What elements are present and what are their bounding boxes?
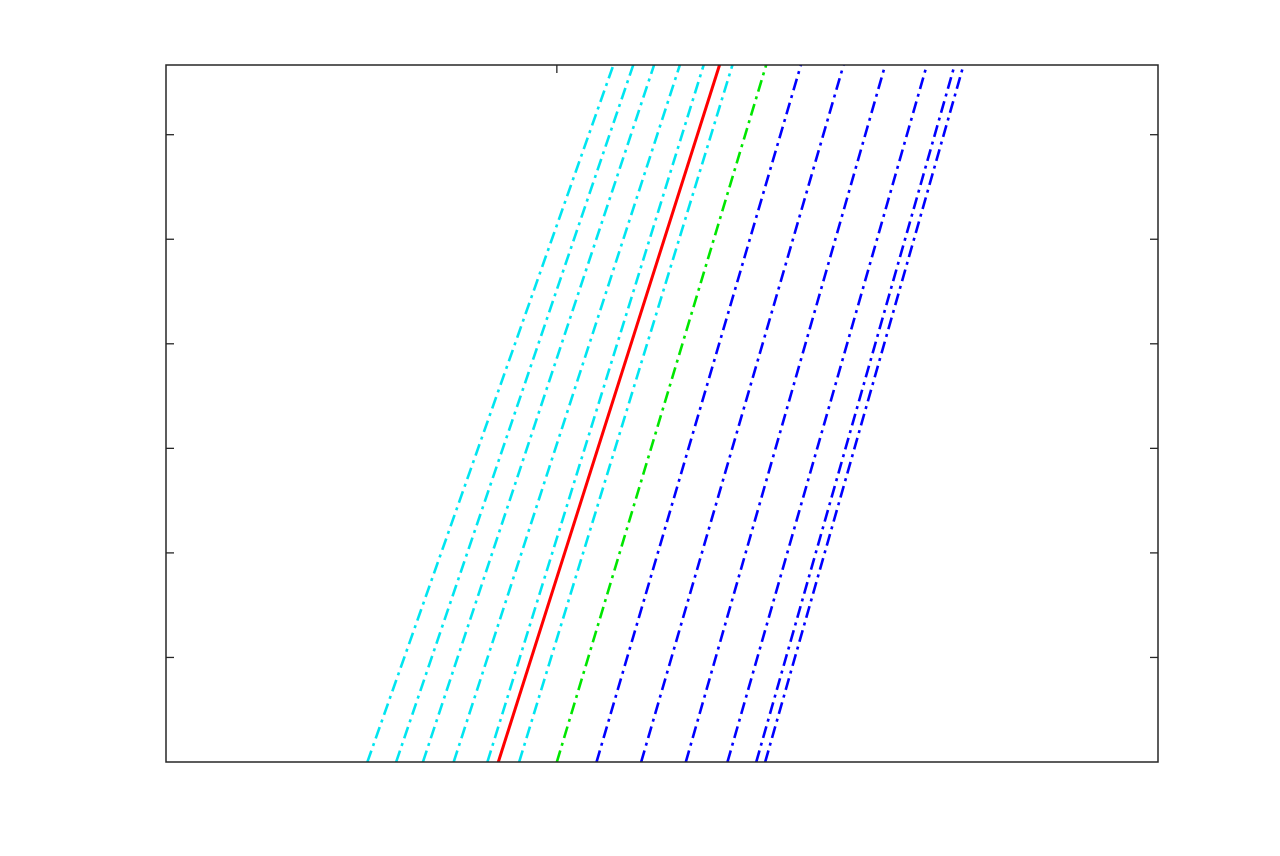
series-line-blue-3 (684, 64, 887, 763)
series-line-green (555, 64, 768, 763)
series-line-cyan-1 (366, 64, 615, 763)
tick-group (166, 65, 1158, 659)
series-line-red (496, 64, 721, 763)
series-line-blue-5 (754, 64, 956, 763)
series-line-blue-6 (763, 64, 965, 763)
series-line-blue-2 (639, 64, 845, 763)
series-line-blue-1 (595, 64, 803, 763)
plot-frame (165, 64, 1159, 763)
series-line-blue-4 (726, 64, 929, 763)
series-group (366, 64, 965, 763)
series-line-cyan-4 (452, 64, 682, 763)
series-line-cyan-6 (517, 64, 734, 763)
series-line-cyan-3 (421, 64, 656, 763)
series-line-cyan-2 (394, 64, 635, 763)
series-line-cyan-5 (486, 64, 705, 763)
